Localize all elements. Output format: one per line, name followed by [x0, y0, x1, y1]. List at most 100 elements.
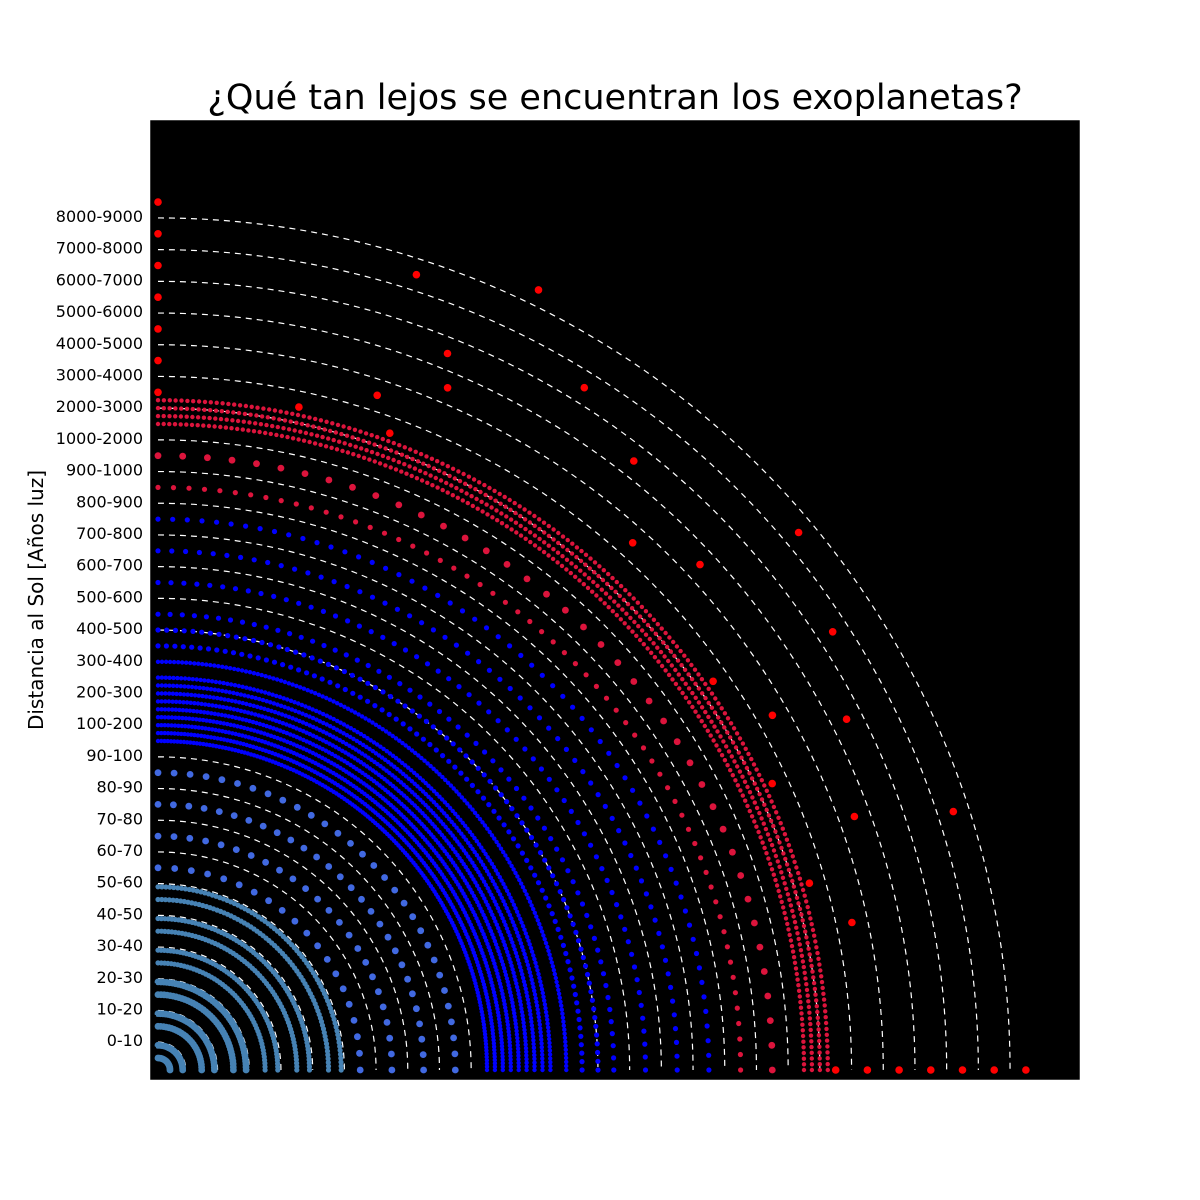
- exoplanet-point: [649, 627, 655, 632]
- exoplanet-point: [810, 969, 815, 974]
- exoplanet-point: [773, 877, 778, 883]
- exoplanet-point: [496, 948, 501, 954]
- exoplanet-point: [448, 783, 454, 788]
- exoplanet-point: [762, 845, 767, 851]
- exoplanet-point: [510, 836, 517, 842]
- exoplanet-point: [455, 814, 460, 819]
- exoplanet-point: [747, 808, 752, 814]
- exoplanet-point: [327, 697, 333, 702]
- exoplanet-point: [167, 611, 173, 618]
- exoplanet-point: [173, 398, 178, 403]
- exoplanet-point: [235, 881, 243, 889]
- exoplanet-point: [237, 716, 242, 721]
- exoplanet-point: [165, 731, 171, 736]
- exoplanet-point: [154, 198, 162, 206]
- exoplanet-point: [506, 1033, 512, 1038]
- exoplanet-point: [219, 409, 224, 414]
- exoplanet-point: [692, 667, 698, 672]
- exoplanet-point: [578, 568, 583, 573]
- exoplanet-point: [539, 1048, 545, 1054]
- exoplanet-point: [501, 995, 506, 1000]
- exoplanet-point: [443, 349, 452, 358]
- exoplanet-point: [724, 944, 731, 950]
- exoplanet-point: [277, 719, 282, 725]
- exoplanet-point: [402, 647, 409, 653]
- exoplanet-point: [174, 897, 180, 904]
- exoplanet-point: [321, 720, 326, 726]
- exoplanet-point: [609, 585, 614, 591]
- exoplanet-point: [469, 890, 475, 895]
- exoplanet-point: [505, 979, 510, 984]
- exoplanet-point: [817, 1062, 822, 1067]
- exoplanet-point: [242, 411, 248, 417]
- exoplanet-point: [182, 731, 187, 737]
- exoplanet-point: [205, 646, 212, 652]
- exoplanet-point: [499, 1044, 505, 1049]
- exoplanet-point: [291, 917, 299, 925]
- exoplanet-point: [796, 901, 801, 906]
- exoplanet-point: [207, 415, 212, 421]
- exoplanet-point: [775, 834, 780, 840]
- exoplanet-point: [261, 722, 266, 728]
- exoplanet-point: [574, 1000, 580, 1006]
- exoplanet-point: [270, 717, 275, 722]
- exoplanet-point: [278, 563, 284, 569]
- exoplanet-point: [403, 774, 409, 779]
- exoplanet-point: [569, 551, 575, 556]
- exoplanet-point: [812, 986, 818, 992]
- exoplanet-point: [384, 933, 392, 941]
- exoplanet-point: [537, 850, 544, 856]
- exoplanet-point: [726, 749, 732, 754]
- exoplanet-point: [196, 407, 201, 412]
- exoplanet-point: [422, 585, 428, 591]
- exoplanet-point: [516, 1050, 521, 1055]
- exoplanet-point: [234, 780, 241, 787]
- exoplanet-point: [193, 685, 199, 690]
- exoplanet-point: [716, 701, 721, 706]
- exoplanet-point: [507, 1036, 512, 1041]
- exoplanet-point: [209, 679, 215, 684]
- exoplanet-point: [211, 695, 216, 700]
- exoplanet-point: [556, 991, 562, 996]
- exoplanet-point: [652, 655, 658, 660]
- exoplanet-point: [522, 1031, 527, 1036]
- exoplanet-point: [719, 706, 724, 711]
- exoplanet-point: [588, 780, 594, 786]
- exoplanet-point: [821, 997, 827, 1002]
- exoplanet-point: [801, 1039, 806, 1044]
- exoplanet-point: [155, 884, 161, 890]
- exoplanet-point: [823, 1009, 828, 1014]
- exoplanet-point: [609, 815, 615, 822]
- exoplanet-point: [417, 694, 423, 700]
- exoplanet-point: [212, 687, 217, 692]
- exoplanet-point: [795, 931, 800, 936]
- exoplanet-point: [340, 748, 345, 753]
- exoplanet-point: [240, 684, 245, 689]
- ring-30-40: [157, 946, 282, 1071]
- exoplanet-point: [565, 547, 570, 553]
- exoplanet-point: [602, 803, 608, 810]
- exoplanet-point: [714, 743, 719, 748]
- exoplanet-point: [183, 724, 188, 729]
- exoplanet-point: [730, 974, 736, 980]
- exoplanet-point: [519, 850, 526, 856]
- exoplanet-point: [230, 731, 235, 736]
- exoplanet-point: [670, 677, 675, 682]
- exoplanet-point: [286, 681, 291, 686]
- exoplanet-point: [519, 920, 524, 925]
- exoplanet-point: [630, 787, 636, 793]
- exoplanet-point: [497, 892, 503, 897]
- exoplanet-point: [494, 885, 499, 890]
- exoplanet-point: [744, 895, 752, 903]
- exoplanet-point: [321, 729, 326, 734]
- exoplanet-point: [542, 998, 547, 1003]
- exoplanet-point: [532, 910, 537, 915]
- exoplanet-point: [522, 927, 527, 932]
- exoplanet-point: [794, 971, 799, 977]
- exoplanet-point: [342, 441, 347, 446]
- exoplanet-point: [185, 732, 191, 737]
- exoplanet-point: [594, 1041, 600, 1047]
- exoplanet-point: [532, 1064, 537, 1069]
- exoplanet-point: [495, 971, 500, 976]
- exoplanet-point: [166, 699, 172, 704]
